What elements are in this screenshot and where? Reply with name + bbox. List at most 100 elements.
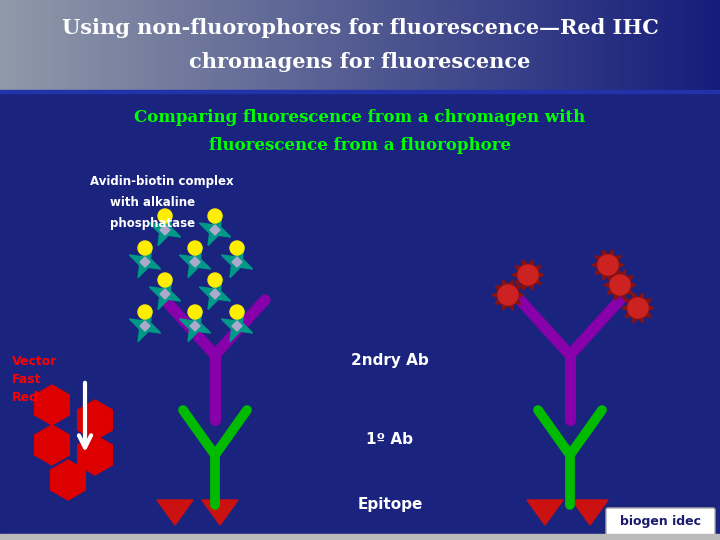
Bar <box>211 0 214 90</box>
Bar <box>5 0 7 90</box>
Bar <box>444 0 446 90</box>
Bar <box>708 0 711 90</box>
Bar <box>302 0 305 90</box>
Bar <box>387 0 389 90</box>
Bar <box>686 0 689 90</box>
Bar <box>99 0 101 90</box>
Bar <box>144 0 146 90</box>
Bar <box>398 0 401 90</box>
Polygon shape <box>232 257 242 267</box>
Bar <box>557 0 559 90</box>
Bar <box>703 0 706 90</box>
Bar <box>293 0 295 90</box>
Bar <box>156 0 158 90</box>
Bar <box>72 0 74 90</box>
Bar <box>0 0 2 90</box>
Circle shape <box>158 273 172 287</box>
Polygon shape <box>210 225 220 235</box>
Bar <box>45 0 48 90</box>
Text: 2ndry Ab: 2ndry Ab <box>351 353 429 368</box>
Bar <box>355 0 358 90</box>
Bar <box>324 0 326 90</box>
Polygon shape <box>35 385 69 425</box>
Bar <box>312 0 315 90</box>
Text: Vector
Fast
Red: Vector Fast Red <box>12 355 58 404</box>
Bar <box>477 0 480 90</box>
Bar <box>624 0 626 90</box>
Bar <box>693 0 696 90</box>
Bar <box>485 0 487 90</box>
Bar <box>506 0 509 90</box>
Bar <box>94 0 96 90</box>
Bar <box>50 0 53 90</box>
Bar <box>31 0 34 90</box>
Polygon shape <box>230 310 244 342</box>
Text: fluorescence from a fluorophore: fluorescence from a fluorophore <box>209 137 511 153</box>
Bar <box>449 0 451 90</box>
Bar <box>310 0 312 90</box>
Bar <box>14 0 17 90</box>
Bar <box>487 0 490 90</box>
Polygon shape <box>232 321 242 331</box>
Bar <box>286 0 288 90</box>
Bar <box>490 0 492 90</box>
Polygon shape <box>221 255 253 269</box>
Bar <box>29 0 31 90</box>
Bar <box>264 0 266 90</box>
Bar <box>542 0 545 90</box>
Bar <box>276 0 279 90</box>
Bar <box>207 0 209 90</box>
Bar <box>149 0 151 90</box>
Bar <box>103 0 106 90</box>
Bar <box>43 0 45 90</box>
Bar <box>653 0 655 90</box>
Bar <box>233 0 235 90</box>
Bar <box>499 0 502 90</box>
Circle shape <box>208 273 222 287</box>
Bar <box>670 0 672 90</box>
Bar <box>48 0 50 90</box>
Bar <box>463 0 466 90</box>
Bar <box>338 0 341 90</box>
Bar <box>420 0 423 90</box>
Bar <box>214 0 216 90</box>
Polygon shape <box>492 280 524 310</box>
Bar <box>38 0 41 90</box>
Bar <box>19 0 22 90</box>
Circle shape <box>518 265 538 285</box>
Polygon shape <box>158 279 172 309</box>
Bar <box>427 0 430 90</box>
Bar <box>122 0 125 90</box>
Bar <box>547 0 549 90</box>
Bar <box>326 0 329 90</box>
Bar <box>192 0 194 90</box>
Bar <box>307 0 310 90</box>
Bar <box>0 90 720 93</box>
Bar <box>437 0 439 90</box>
Bar <box>415 0 418 90</box>
Bar <box>96 0 99 90</box>
Bar <box>163 0 166 90</box>
Bar <box>585 0 588 90</box>
Bar <box>713 0 715 90</box>
Bar <box>79 0 81 90</box>
Bar <box>473 0 475 90</box>
Bar <box>281 0 283 90</box>
Bar <box>612 0 614 90</box>
Bar <box>279 0 281 90</box>
Bar <box>254 0 257 90</box>
Bar <box>225 0 228 90</box>
Bar <box>101 0 103 90</box>
Circle shape <box>138 305 152 319</box>
Bar <box>384 0 387 90</box>
Bar <box>127 0 130 90</box>
Bar <box>7 0 9 90</box>
Bar <box>117 0 120 90</box>
Bar <box>55 0 58 90</box>
Bar <box>120 0 122 90</box>
Bar <box>317 0 319 90</box>
Bar <box>605 0 607 90</box>
Bar <box>590 0 593 90</box>
Polygon shape <box>604 270 636 300</box>
Bar <box>595 0 598 90</box>
